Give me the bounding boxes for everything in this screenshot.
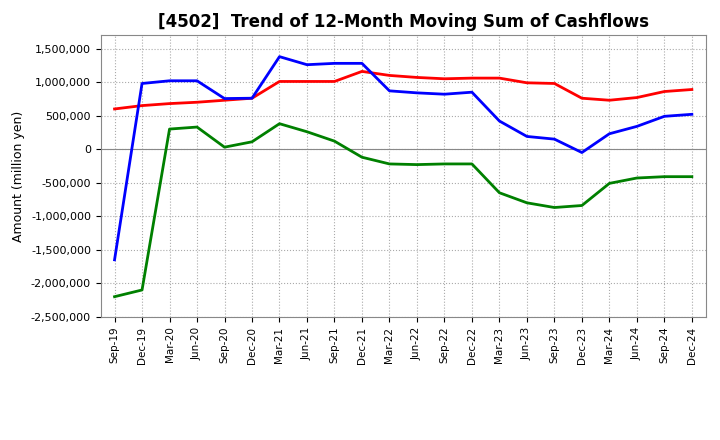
Free Cashflow	[605, 131, 613, 136]
Investing Cashflow	[110, 294, 119, 299]
Investing Cashflow	[605, 181, 613, 186]
Investing Cashflow	[688, 174, 696, 180]
Free Cashflow	[110, 257, 119, 262]
Operating Cashflow	[385, 73, 394, 78]
Operating Cashflow	[523, 80, 531, 85]
Investing Cashflow	[523, 200, 531, 205]
Line: Investing Cashflow: Investing Cashflow	[114, 124, 692, 297]
Operating Cashflow	[467, 76, 476, 81]
Free Cashflow	[275, 54, 284, 59]
Free Cashflow	[138, 81, 146, 86]
Operating Cashflow	[302, 79, 311, 84]
Operating Cashflow	[138, 103, 146, 108]
Operating Cashflow	[688, 87, 696, 92]
Operating Cashflow	[660, 89, 669, 94]
Operating Cashflow	[577, 95, 586, 101]
Operating Cashflow	[330, 79, 339, 84]
Operating Cashflow	[633, 95, 642, 100]
Operating Cashflow	[413, 75, 421, 80]
Investing Cashflow	[633, 176, 642, 181]
Free Cashflow	[413, 90, 421, 95]
Investing Cashflow	[220, 144, 229, 150]
Free Cashflow	[358, 61, 366, 66]
Investing Cashflow	[193, 125, 202, 130]
Operating Cashflow	[193, 99, 202, 105]
Free Cashflow	[577, 150, 586, 155]
Y-axis label: Amount (million yen): Amount (million yen)	[12, 110, 25, 242]
Investing Cashflow	[660, 174, 669, 180]
Line: Free Cashflow: Free Cashflow	[114, 57, 692, 260]
Investing Cashflow	[440, 161, 449, 167]
Free Cashflow	[193, 78, 202, 84]
Investing Cashflow	[550, 205, 559, 210]
Free Cashflow	[385, 88, 394, 93]
Operating Cashflow	[605, 98, 613, 103]
Investing Cashflow	[138, 287, 146, 293]
Free Cashflow	[495, 118, 504, 124]
Free Cashflow	[302, 62, 311, 67]
Investing Cashflow	[358, 154, 366, 160]
Operating Cashflow	[248, 95, 256, 101]
Investing Cashflow	[330, 139, 339, 144]
Free Cashflow	[330, 61, 339, 66]
Investing Cashflow	[413, 162, 421, 167]
Operating Cashflow	[358, 69, 366, 74]
Line: Operating Cashflow: Operating Cashflow	[114, 71, 692, 109]
Title: [4502]  Trend of 12-Month Moving Sum of Cashflows: [4502] Trend of 12-Month Moving Sum of C…	[158, 13, 649, 31]
Free Cashflow	[440, 92, 449, 97]
Free Cashflow	[165, 78, 174, 84]
Investing Cashflow	[577, 203, 586, 208]
Operating Cashflow	[440, 76, 449, 81]
Operating Cashflow	[550, 81, 559, 86]
Free Cashflow	[633, 124, 642, 129]
Investing Cashflow	[302, 129, 311, 134]
Operating Cashflow	[165, 101, 174, 106]
Free Cashflow	[688, 112, 696, 117]
Investing Cashflow	[385, 161, 394, 167]
Free Cashflow	[467, 90, 476, 95]
Operating Cashflow	[220, 98, 229, 103]
Investing Cashflow	[467, 161, 476, 167]
Operating Cashflow	[275, 79, 284, 84]
Investing Cashflow	[495, 190, 504, 195]
Free Cashflow	[550, 136, 559, 142]
Free Cashflow	[248, 95, 256, 101]
Investing Cashflow	[248, 139, 256, 144]
Investing Cashflow	[275, 121, 284, 126]
Free Cashflow	[660, 114, 669, 119]
Operating Cashflow	[110, 106, 119, 112]
Investing Cashflow	[165, 126, 174, 132]
Operating Cashflow	[495, 76, 504, 81]
Free Cashflow	[523, 134, 531, 139]
Free Cashflow	[220, 96, 229, 101]
